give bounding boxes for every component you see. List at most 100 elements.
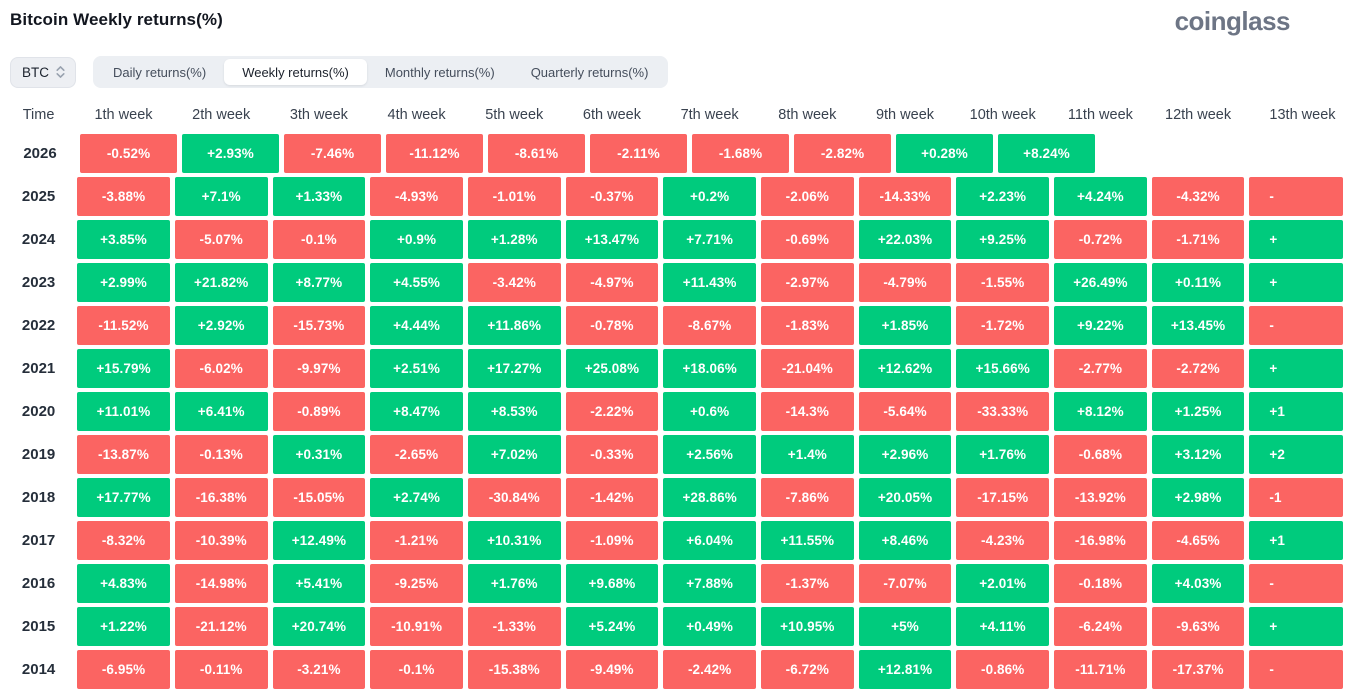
return-cell: -2.11%	[590, 134, 687, 173]
return-cell: -4.79%	[858, 263, 952, 302]
return-cell: +0.49%	[663, 607, 756, 646]
column-header: 12th week	[1165, 107, 1232, 123]
column-header: 4th week	[387, 107, 446, 123]
return-cell: +0.6%	[663, 392, 756, 431]
column-header: 2th week	[192, 107, 251, 123]
return-cell: +4.55%	[370, 263, 463, 302]
return-cell: -2.06%	[760, 177, 854, 216]
page-title: Bitcoin Weekly returns(%)	[10, 10, 223, 29]
row-year-label: 2014	[21, 661, 56, 678]
return-cell: +18.06%	[663, 349, 756, 388]
return-cell: +7.02%	[467, 435, 561, 474]
return-cell: -11.71%	[1054, 650, 1147, 689]
coinglass-logo[interactable]: coinglass	[1174, 6, 1291, 36]
return-cell: +12.49%	[272, 521, 366, 560]
return-cell: +5%	[858, 607, 952, 646]
return-cell: +11.43%	[663, 263, 756, 302]
controls-bar: BTC Daily returns(%) Weekly returns(%) M…	[10, 56, 1348, 88]
table-header-row: Time 1th week 2th week 3th week 4th week 5th…	[0, 96, 1348, 134]
return-cell: +2.56%	[663, 435, 756, 474]
return-cell: -3.42%	[467, 263, 561, 302]
column-header: 3th week	[289, 107, 348, 123]
tab-weekly-returns[interactable]: Weekly returns(%)	[224, 59, 367, 85]
return-cell: -1.42%	[565, 478, 659, 517]
return-cell: -	[1249, 306, 1343, 345]
return-cell: -2.42%	[663, 650, 756, 689]
column-header: 1th week	[94, 107, 153, 123]
return-cell: +8.77%	[272, 263, 366, 302]
return-cell: +13.47%	[565, 220, 659, 259]
return-cell: -2.77%	[1054, 349, 1147, 388]
tab-daily-returns[interactable]: Daily returns(%)	[113, 64, 207, 80]
return-cell: +1.22%	[77, 607, 170, 646]
return-cell: -4.32%	[1151, 177, 1245, 216]
symbol-select[interactable]: BTC	[10, 56, 76, 88]
return-cell: -0.33%	[565, 435, 659, 474]
table-row: 2022 -11.52% +2.92% -15.73% +4.44% +11.86% -0.…	[0, 306, 1348, 345]
return-cell: +25.08%	[565, 349, 659, 388]
symbol-select-value: BTC	[22, 64, 49, 80]
return-cell: +21.82%	[174, 263, 268, 302]
return-cell: +	[1249, 349, 1343, 388]
return-cell: +17.27%	[467, 349, 561, 388]
table-row: 2024 +3.85% -5.07% -0.1% +0.9% +1.28% +13.47% +…	[0, 220, 1348, 259]
returns-tab-group: Daily returns(%) Weekly returns(%) Month…	[93, 56, 669, 88]
row-year-label: 2016	[21, 575, 56, 592]
return-cell: +0.9%	[370, 220, 463, 259]
return-cell: +4.83%	[77, 564, 170, 603]
return-cell: +7.71%	[663, 220, 756, 259]
return-cell: -7.86%	[760, 478, 854, 517]
return-cell: +6.04%	[663, 521, 756, 560]
return-cell: -5.64%	[858, 392, 952, 431]
return-cell: -0.89%	[272, 392, 366, 431]
return-cell: +20.05%	[858, 478, 952, 517]
tab-quarterly-returns[interactable]: Quarterly returns(%)	[530, 64, 649, 80]
return-cell: -2.22%	[565, 392, 659, 431]
return-cell: -0.69%	[760, 220, 854, 259]
return-cell: -0.78%	[565, 306, 659, 345]
column-header: 6th week	[582, 107, 641, 123]
column-header: 5th week	[485, 107, 544, 123]
return-cell: -8.32%	[77, 521, 170, 560]
return-cell: -	[1249, 177, 1343, 216]
table-row: 2016 +4.83% -14.98% +5.41% -9.25% +1.76% +9.68…	[0, 564, 1348, 603]
column-header: 13th week	[1269, 107, 1336, 123]
return-cell: +1.76%	[956, 435, 1050, 474]
return-cell: +13.45%	[1151, 306, 1245, 345]
column-header: 8th week	[778, 107, 837, 123]
return-cell: -11.12%	[386, 134, 483, 173]
return-cell: -9.97%	[272, 349, 366, 388]
return-cell: +2.93%	[182, 134, 279, 173]
return-cell: +4.24%	[1054, 177, 1147, 216]
return-cell: -16.38%	[174, 478, 268, 517]
return-cell: -1.55%	[956, 263, 1050, 302]
return-cell: -14.98%	[174, 564, 268, 603]
return-cell: -4.23%	[956, 521, 1050, 560]
return-cell: -15.05%	[272, 478, 366, 517]
return-cell: -15.73%	[272, 306, 366, 345]
table-row: 2021 +15.79% -6.02% -9.97% +2.51% +17.27% +25.…	[0, 349, 1348, 388]
return-cell: -7.07%	[858, 564, 952, 603]
column-header: 9th week	[875, 107, 935, 123]
return-cell: +3.12%	[1151, 435, 1245, 474]
return-cell: -14.33%	[858, 177, 952, 216]
return-cell: +1.4%	[760, 435, 854, 474]
return-cell: +0.28%	[896, 134, 993, 173]
return-cell: +8.46%	[858, 521, 952, 560]
return-cell: +4.11%	[956, 607, 1050, 646]
return-cell: -0.18%	[1054, 564, 1147, 603]
return-cell: +2.99%	[77, 263, 170, 302]
return-cell: -0.86%	[956, 650, 1050, 689]
return-cell: +2	[1249, 435, 1343, 474]
return-cell: -1.71%	[1151, 220, 1245, 259]
row-year-label: 2025	[21, 188, 56, 205]
return-cell: +10.95%	[760, 607, 854, 646]
return-cell: +4.44%	[370, 306, 463, 345]
return-cell: -10.91%	[370, 607, 463, 646]
return-cell: +1.33%	[272, 177, 366, 216]
return-cell: +2.98%	[1151, 478, 1245, 517]
return-cell: -0.37%	[565, 177, 659, 216]
tab-monthly-returns[interactable]: Monthly returns(%)	[384, 64, 495, 80]
return-cell: +1.85%	[858, 306, 952, 345]
row-year-label: 2023	[21, 274, 56, 291]
